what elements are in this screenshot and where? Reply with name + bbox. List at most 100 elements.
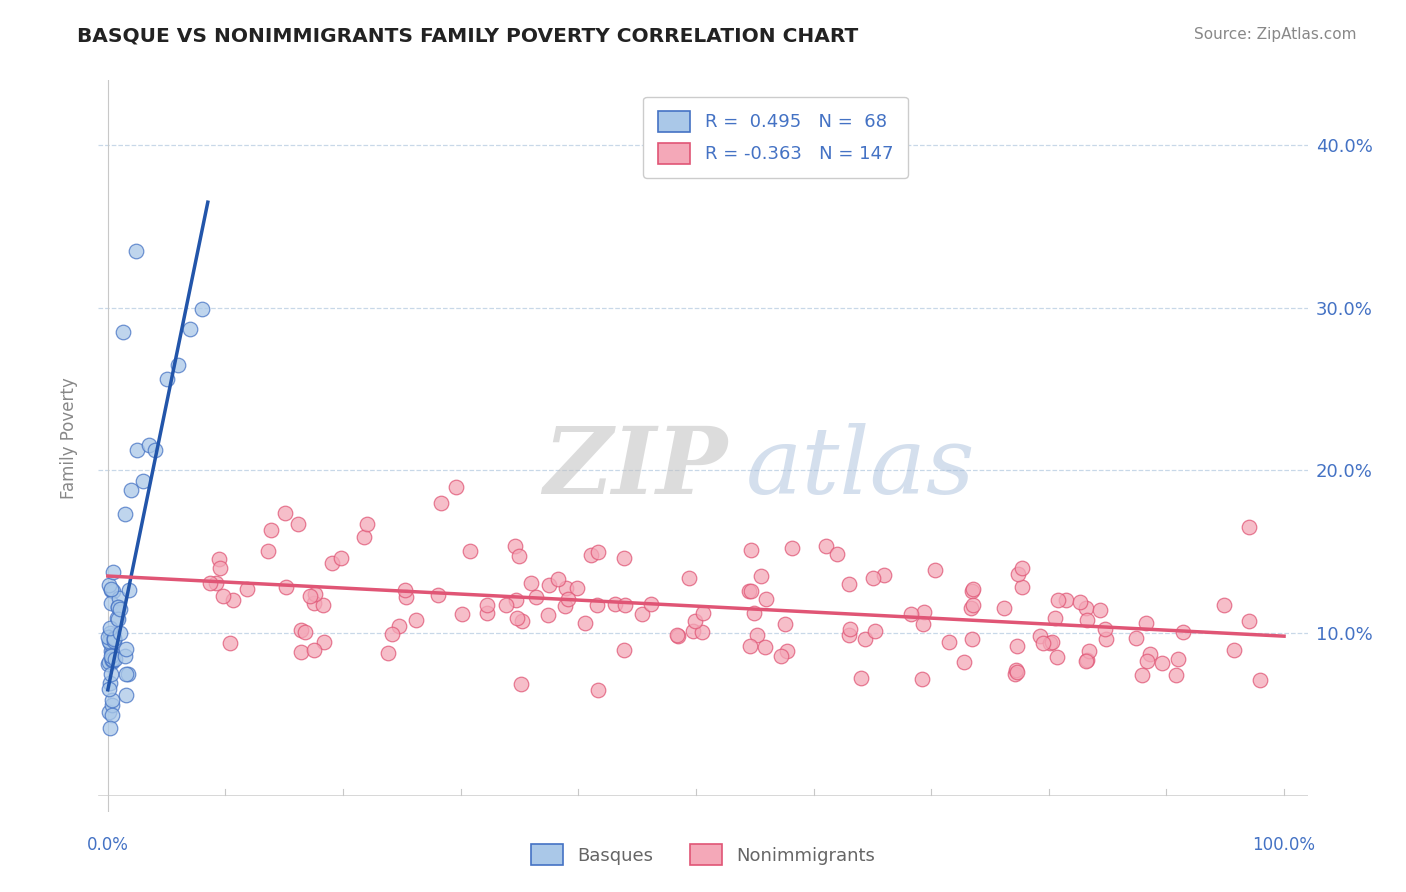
Point [510, 677, 533, 691]
Point [114, 507, 136, 521]
Point [959, 600, 981, 615]
Point [100, 652, 122, 666]
Point [1164, 667, 1187, 681]
Point [101, 653, 124, 667]
Point [304, 587, 326, 601]
Point [910, 673, 932, 687]
Point [205, 575, 228, 590]
Point [115, 642, 138, 657]
Point [555, 581, 578, 595]
Point [678, 571, 700, 585]
Point [394, 583, 416, 598]
Point [330, 551, 353, 566]
Point [98, 636, 121, 650]
Point [1125, 631, 1147, 645]
Point [101, 653, 124, 667]
Point [1173, 625, 1195, 640]
Point [815, 539, 838, 553]
Point [773, 616, 796, 631]
Point [690, 625, 713, 640]
Point [1076, 613, 1098, 627]
Point [107, 600, 129, 615]
Point [1045, 611, 1067, 625]
Point [1076, 653, 1098, 667]
Point [613, 551, 636, 566]
Point [198, 576, 221, 591]
Point [287, 517, 309, 532]
Point [97, 656, 120, 670]
Point [1040, 635, 1063, 649]
Point [98, 722, 121, 736]
Point [1139, 647, 1161, 661]
Point [666, 629, 689, 643]
Point [101, 693, 124, 707]
Point [100, 582, 122, 596]
Point [960, 632, 983, 646]
Point [208, 560, 231, 574]
Point [666, 628, 689, 642]
Point [132, 474, 155, 488]
Point [581, 548, 603, 562]
Point [862, 571, 884, 585]
Point [179, 321, 201, 335]
Point [503, 539, 526, 553]
Point [475, 599, 498, 613]
Point [1069, 595, 1091, 609]
Point [101, 707, 124, 722]
Point [1130, 668, 1153, 682]
Point [143, 443, 166, 458]
Point [827, 547, 849, 561]
Point [873, 568, 896, 582]
Point [112, 325, 135, 339]
Text: Source: ZipAtlas.com: Source: ZipAtlas.com [1194, 27, 1357, 42]
Text: 100.0%: 100.0% [1253, 836, 1316, 855]
Point [98, 621, 121, 635]
Point [97, 705, 120, 719]
Point [554, 599, 576, 614]
Point [912, 605, 935, 619]
Point [458, 544, 481, 558]
Point [451, 607, 474, 621]
Point [1077, 643, 1099, 657]
Point [114, 649, 136, 664]
Point [236, 582, 259, 597]
Point [104, 651, 127, 665]
Point [98, 681, 121, 696]
Point [426, 588, 449, 602]
Point [775, 644, 797, 658]
Point [744, 606, 766, 620]
Point [274, 506, 297, 520]
Point [120, 483, 142, 497]
Point [745, 628, 768, 642]
Point [508, 549, 530, 563]
Point [538, 578, 561, 592]
Point [1046, 592, 1069, 607]
Point [100, 583, 122, 598]
Text: ZIP: ZIP [543, 423, 727, 513]
Point [290, 624, 312, 638]
Point [156, 372, 179, 386]
Point [1150, 656, 1173, 670]
Text: BASQUE VS NONIMMIGRANTS FAMILY POVERTY CORRELATION CHART: BASQUE VS NONIMMIGRANTS FAMILY POVERTY C… [77, 27, 859, 45]
Point [100, 646, 122, 660]
Point [101, 583, 124, 598]
Point [782, 541, 804, 556]
Point [755, 591, 778, 606]
Point [312, 635, 335, 649]
Point [1135, 615, 1157, 630]
Point [101, 628, 124, 642]
Point [586, 598, 609, 612]
Point [429, 496, 451, 510]
Point [208, 552, 231, 566]
Point [924, 563, 946, 577]
Point [127, 442, 149, 457]
Point [101, 648, 124, 663]
Point [510, 614, 533, 628]
Point [682, 624, 704, 638]
Point [630, 607, 652, 621]
Point [1090, 602, 1112, 616]
Point [256, 544, 278, 558]
Point [108, 602, 131, 616]
Point [97, 577, 120, 591]
Point [738, 584, 761, 599]
